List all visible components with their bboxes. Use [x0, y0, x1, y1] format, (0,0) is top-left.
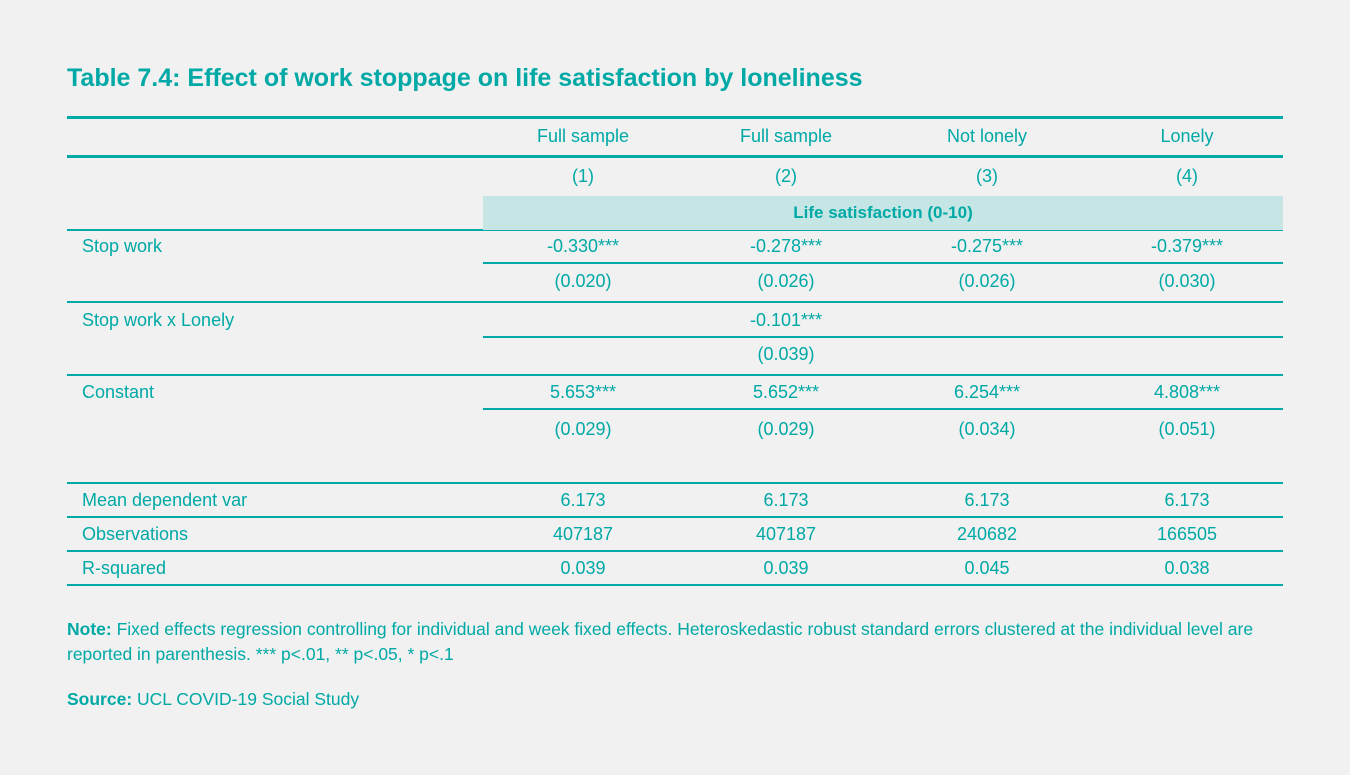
row-label: R-squared	[82, 558, 167, 578]
table-cell: (0.026)	[757, 271, 815, 291]
dependent-variable-band: Life satisfaction (0-10)	[483, 196, 1283, 230]
header-rule	[67, 155, 1283, 158]
table-cell: -0.278***	[749, 236, 823, 256]
table-cell: 0.045	[964, 558, 1010, 578]
rule	[67, 374, 1283, 376]
table-cell: (0.029)	[757, 419, 815, 439]
source-label: Source:	[67, 689, 133, 709]
source-text: UCL COVID-19 Social Study	[132, 689, 360, 709]
table-cell: 6.173	[763, 490, 809, 510]
note-label: Note:	[67, 619, 112, 639]
table-cell: 240682	[956, 524, 1018, 544]
row-label: Stop work	[82, 236, 163, 256]
table-cell: 6.173	[1164, 490, 1210, 510]
table-cell: Lonely	[1160, 126, 1214, 146]
table-cell: Full sample	[739, 126, 833, 146]
table-cell: (2)	[775, 166, 797, 186]
table-cell: (3)	[976, 166, 998, 186]
table-source: Source: UCL COVID-19 Social Study	[67, 687, 1297, 712]
table-cell: 0.039	[763, 558, 809, 578]
table-cell: (0.034)	[958, 419, 1016, 439]
table-cell: 166505	[1156, 524, 1218, 544]
row-label: Mean dependent var	[82, 490, 248, 510]
table-cell: (0.026)	[958, 271, 1016, 291]
rule	[67, 550, 1283, 552]
table-cell: -0.275***	[950, 236, 1024, 256]
sub-rule	[483, 336, 1283, 338]
table-cell: (0.029)	[554, 419, 612, 439]
table-cell: 4.808***	[1153, 382, 1221, 402]
table-title: Table 7.4: Effect of work stoppage on li…	[67, 64, 863, 92]
table-cell: 5.652***	[752, 382, 820, 402]
table-cell: 407187	[552, 524, 614, 544]
table-cell: 407187	[755, 524, 817, 544]
rule	[67, 584, 1283, 586]
rule	[67, 482, 1283, 484]
table-cell: -0.379***	[1150, 236, 1224, 256]
table-cell: -0.101***	[749, 310, 823, 330]
sub-rule	[483, 408, 1283, 410]
row-label: Constant	[82, 382, 155, 402]
table-note: Note: Fixed effects regression controlli…	[67, 617, 1297, 667]
note-text: Fixed effects regression controlling for…	[67, 619, 1254, 664]
table-cell: 0.039	[560, 558, 606, 578]
table-cell: Not lonely	[946, 126, 1028, 146]
table-cell: 5.653***	[549, 382, 617, 402]
rule	[67, 516, 1283, 518]
table-cell: (0.051)	[1158, 419, 1216, 439]
table-cell: 0.038	[1164, 558, 1210, 578]
row-label: Stop work x Lonely	[82, 310, 235, 330]
table-cell: (0.039)	[757, 344, 815, 364]
table-cell: 6.173	[964, 490, 1010, 510]
table-cell: (0.030)	[1158, 271, 1216, 291]
top-rule	[67, 116, 1283, 119]
table-cell: 6.173	[560, 490, 606, 510]
table-cell: (1)	[572, 166, 594, 186]
table-cell: Full sample	[536, 126, 630, 146]
table-cell: 6.254***	[953, 382, 1021, 402]
table-cell: (4)	[1176, 166, 1198, 186]
rule	[67, 301, 1283, 303]
row-label: Observations	[82, 524, 189, 544]
table-cell: (0.020)	[554, 271, 612, 291]
sub-rule	[483, 262, 1283, 264]
table-cell: -0.330***	[546, 236, 620, 256]
